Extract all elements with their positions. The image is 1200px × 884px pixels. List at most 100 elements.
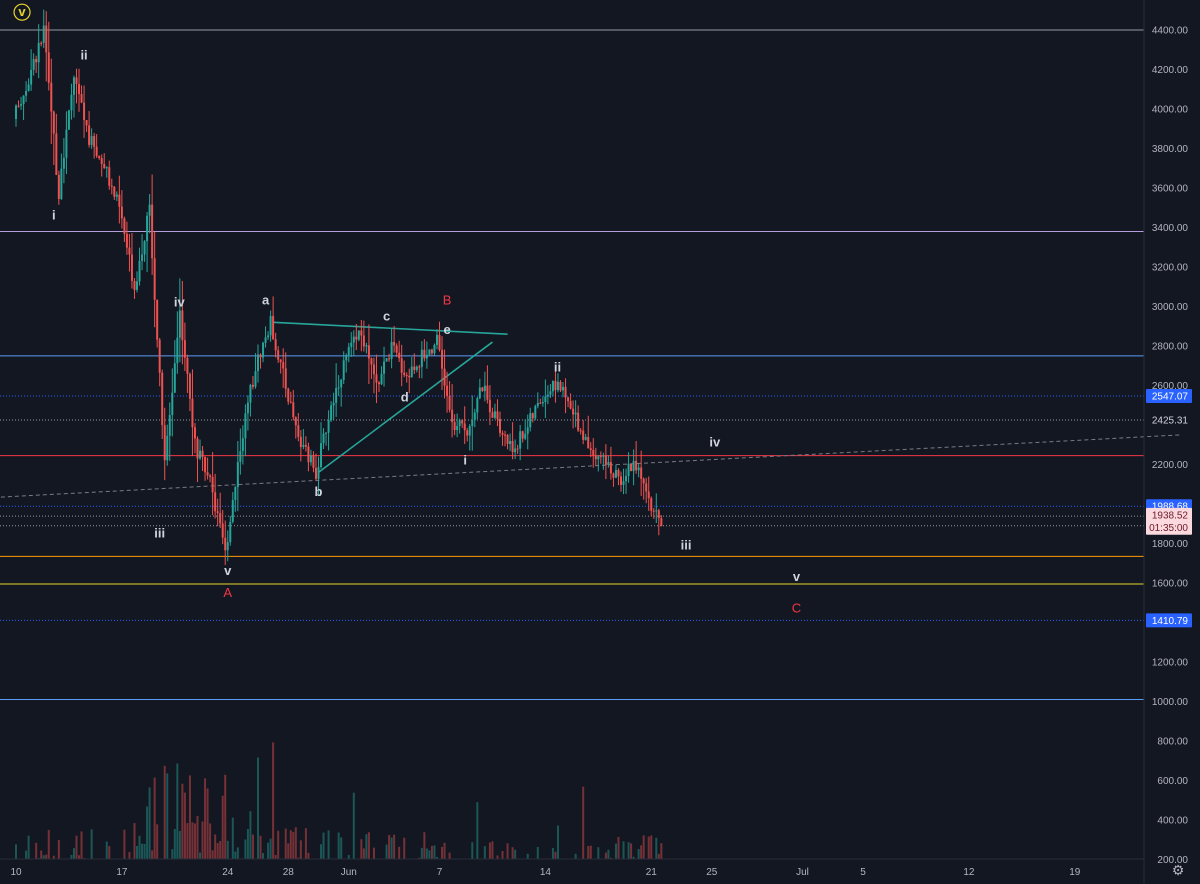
candle-body (597, 456, 600, 460)
candle-body (67, 110, 70, 130)
candle-body (151, 204, 154, 259)
candle-body (294, 417, 297, 426)
wave-label-ii: ii (80, 48, 87, 63)
wave-label-c: C (792, 601, 801, 616)
candle-body (60, 168, 63, 199)
candle-body (95, 146, 98, 156)
candle-body (62, 157, 65, 169)
candle-body (602, 455, 605, 457)
volume-bar (587, 846, 590, 859)
volume-bar (75, 835, 78, 859)
candle-body (259, 354, 262, 358)
candle-body (640, 467, 643, 479)
time-tick-label: 5 (860, 867, 866, 878)
candle-body (582, 430, 585, 440)
candle-body (405, 375, 408, 377)
candle-body (562, 386, 565, 391)
volume-bar (196, 815, 199, 859)
candle-body (204, 457, 207, 473)
volume-bar (108, 846, 111, 859)
volume-bar (320, 844, 323, 859)
candle-body (320, 443, 323, 468)
candle-body (446, 385, 449, 396)
candle-body (645, 483, 648, 492)
price-axis[interactable]: 4400.00 4200.00 4000.00 3800.00 3600.00 3400.… (1152, 26, 1189, 867)
price-tick-label: 600.00 (1157, 776, 1188, 787)
candle-body (362, 335, 365, 347)
volume-bar (141, 843, 144, 859)
volume-bar (640, 845, 643, 859)
wave-label-iii: iii (681, 537, 692, 552)
time-tick-label: 14 (540, 867, 552, 878)
candle-body (650, 498, 653, 511)
candle-body (617, 470, 620, 477)
candle-body (509, 440, 512, 444)
volume-bar (173, 828, 176, 859)
price-tick-label: 4000.00 (1152, 105, 1189, 116)
horizontal-levels (0, 29, 1144, 701)
volume-bar (201, 821, 204, 859)
candle-body (425, 354, 428, 359)
volume-bar (367, 832, 370, 859)
candle-body (453, 422, 456, 431)
candle-body (146, 215, 149, 242)
volume-bar (627, 842, 630, 859)
candle-body (398, 352, 401, 359)
volume-bar (337, 832, 340, 859)
candle-body (463, 423, 466, 431)
volume-bar (554, 851, 557, 859)
candle-body (193, 427, 196, 439)
candle-body (529, 413, 532, 428)
candle-body (55, 133, 58, 175)
volume-bar (496, 855, 499, 859)
candle-body (443, 368, 446, 386)
volume-bar (423, 832, 426, 859)
candle-body (360, 330, 363, 336)
time-axis[interactable]: 10 17 24 28 Jun 7 14 21 25 Jul 5 12 19 (10, 867, 1080, 878)
candle-body (458, 420, 461, 426)
volume-bar (181, 783, 184, 859)
volume-bar (428, 850, 431, 859)
volume-bar (224, 774, 227, 859)
volume-bar (443, 842, 446, 859)
volume-bar (136, 845, 138, 859)
time-tick-label: 12 (963, 867, 975, 878)
volume-bar (582, 786, 585, 859)
volume-bar (178, 830, 181, 859)
volume-bar (146, 806, 149, 859)
chart-settings-gear-icon[interactable]: ⚙ (1171, 862, 1185, 878)
volume-bar (299, 840, 302, 859)
volume-bar (360, 839, 363, 859)
trendline (318, 341, 493, 474)
volume-bar (70, 854, 73, 859)
wave-label-i: i (463, 453, 467, 468)
candle-body (486, 385, 489, 400)
volume-bar (105, 841, 108, 859)
candle-body (171, 392, 174, 416)
candle-body (254, 371, 257, 387)
price-label-box (1146, 613, 1192, 628)
volume-bar (183, 792, 186, 859)
candle-body (78, 83, 81, 95)
candle-body (390, 341, 393, 359)
volume-bar (166, 773, 169, 859)
candle-body (173, 363, 176, 393)
candle-body (647, 491, 650, 499)
wave-label-iv: iv (174, 295, 186, 310)
candle-body (244, 413, 247, 439)
candle-body (375, 374, 378, 383)
volume-bar (221, 795, 224, 859)
candle-body (395, 345, 398, 353)
candle-body (186, 357, 189, 374)
candle-body (367, 345, 370, 359)
volume-bar (143, 843, 146, 859)
candle-body (239, 451, 242, 463)
candle-body (133, 280, 136, 290)
volume-bar (476, 802, 479, 859)
candle-body (393, 341, 396, 346)
wave-label-iii: iii (154, 526, 165, 541)
candle-body (473, 412, 476, 421)
candle-body (15, 105, 17, 119)
